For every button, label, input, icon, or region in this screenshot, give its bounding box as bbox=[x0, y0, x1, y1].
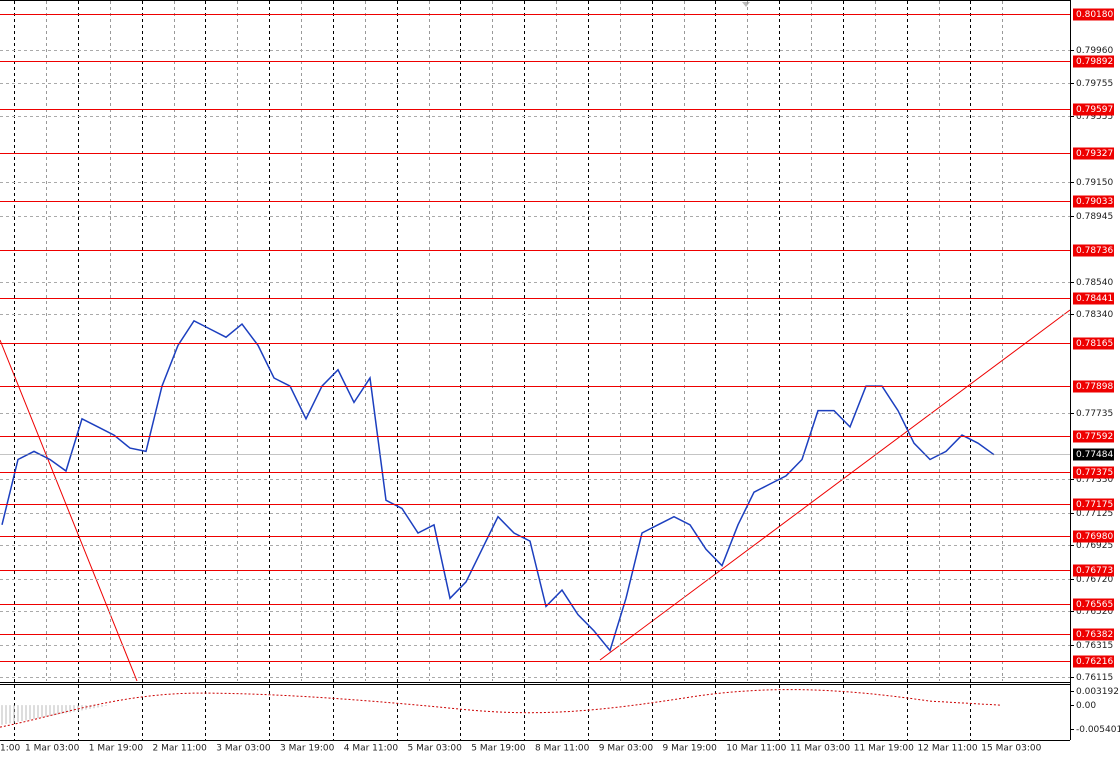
time-label: 11 Mar 19:00 bbox=[854, 744, 914, 754]
time-label: 5 Mar 19:00 bbox=[471, 744, 526, 754]
indicator-tick-label: 0.003192 bbox=[1076, 687, 1119, 697]
time-label: 3 Mar 19:00 bbox=[280, 744, 335, 754]
y-tick-label: 0.76315 bbox=[1076, 641, 1113, 651]
current-price-box bbox=[1073, 448, 1114, 461]
level-label: 0.79892 bbox=[1076, 57, 1113, 67]
level-label: 0.77592 bbox=[1076, 432, 1113, 442]
y-tick-label: 0.78540 bbox=[1076, 278, 1113, 288]
level-label-box bbox=[1073, 55, 1114, 68]
level-label: 0.79033 bbox=[1076, 197, 1113, 207]
level-label-box bbox=[1073, 292, 1114, 305]
y-tick-label: 0.76115 bbox=[1076, 673, 1113, 683]
level-label: 0.77375 bbox=[1076, 468, 1113, 478]
level-label: 0.77175 bbox=[1076, 500, 1113, 510]
level-label: 0.78441 bbox=[1076, 294, 1113, 304]
time-label: 1:00 bbox=[0, 744, 20, 754]
level-label: 0.79597 bbox=[1076, 105, 1113, 115]
time-label: 1 Mar 19:00 bbox=[89, 744, 144, 754]
trend-line bbox=[0, 339, 138, 682]
level-label-box bbox=[1073, 498, 1114, 511]
y-tick-label: 0.78945 bbox=[1076, 212, 1113, 222]
y-tick-label: 0.76925 bbox=[1076, 541, 1113, 551]
y-tick-label: 0.79960 bbox=[1076, 46, 1113, 56]
level-label-box bbox=[1073, 598, 1114, 611]
indicator-tick-label: -0.005401 bbox=[1076, 725, 1120, 735]
time-label: 9 Mar 03:00 bbox=[599, 744, 654, 754]
level-label: 0.79327 bbox=[1076, 149, 1113, 159]
time-label: 15 Mar 03:00 bbox=[981, 744, 1041, 754]
time-label: 9 Mar 19:00 bbox=[663, 744, 718, 754]
y-tick-label: 0.78340 bbox=[1076, 310, 1113, 320]
level-label-box bbox=[1073, 655, 1114, 668]
y-tick-label: 0.76720 bbox=[1076, 575, 1113, 585]
time-label: 8 Mar 11:00 bbox=[535, 744, 590, 754]
level-label-box bbox=[1073, 244, 1114, 257]
time-label: 3 Mar 03:00 bbox=[216, 744, 271, 754]
price-line bbox=[1, 319, 995, 653]
time-label: 4 Mar 11:00 bbox=[344, 744, 399, 754]
level-label: 0.76565 bbox=[1076, 600, 1113, 610]
y-tick-label: 0.77330 bbox=[1076, 475, 1113, 485]
level-label-box bbox=[1073, 466, 1114, 479]
level-label: 0.76216 bbox=[1076, 657, 1113, 667]
time-label: 2 Mar 11:00 bbox=[153, 744, 208, 754]
level-label: 0.76382 bbox=[1076, 630, 1113, 640]
trend-line bbox=[599, 309, 1071, 661]
y-tick-label: 0.79555 bbox=[1076, 112, 1113, 122]
level-label: 0.78165 bbox=[1076, 339, 1113, 349]
y-tick-label: 0.77125 bbox=[1076, 509, 1113, 519]
time-label: 11 Mar 03:00 bbox=[790, 744, 850, 754]
level-label: 0.80180 bbox=[1076, 10, 1113, 20]
level-label-box bbox=[1073, 628, 1114, 641]
y-tick-label: 0.79755 bbox=[1076, 79, 1113, 89]
time-label: 10 Mar 11:00 bbox=[726, 744, 786, 754]
level-label-box bbox=[1073, 337, 1114, 350]
level-label: 0.76980 bbox=[1076, 532, 1113, 542]
current-price-label: 0.77484 bbox=[1076, 450, 1113, 460]
level-label-box bbox=[1073, 564, 1114, 577]
level-label-box bbox=[1073, 8, 1114, 21]
time-label: 5 Mar 03:00 bbox=[408, 744, 463, 754]
y-tick-label: 0.76520 bbox=[1076, 607, 1113, 617]
level-label: 0.77898 bbox=[1076, 382, 1113, 392]
level-label: 0.78736 bbox=[1076, 246, 1113, 256]
y-tick-label: 0.77735 bbox=[1076, 409, 1113, 419]
level-label-box bbox=[1073, 103, 1114, 116]
level-label-box bbox=[1073, 380, 1114, 393]
y-tick-label: 0.79150 bbox=[1076, 178, 1113, 188]
level-label-box bbox=[1073, 530, 1114, 543]
time-label: 12 Mar 11:00 bbox=[918, 744, 978, 754]
level-label-box bbox=[1073, 195, 1114, 208]
indicator-tick-label: 0.00 bbox=[1076, 701, 1096, 711]
level-label-box bbox=[1073, 147, 1114, 160]
indicator-signal bbox=[0, 689, 1001, 728]
level-label-box bbox=[1073, 430, 1114, 443]
level-label: 0.76773 bbox=[1076, 566, 1113, 576]
time-label: 1 Mar 03:00 bbox=[25, 744, 80, 754]
